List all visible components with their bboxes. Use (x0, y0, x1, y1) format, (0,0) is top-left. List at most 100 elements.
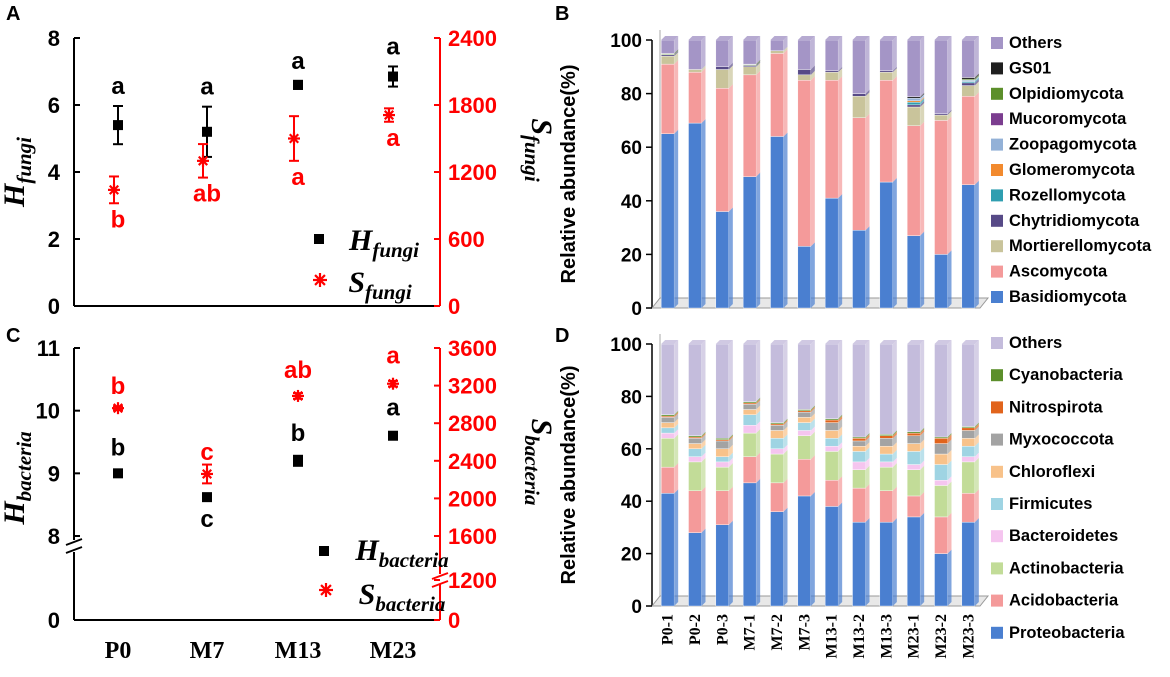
panel-b-bar-side (838, 36, 843, 71)
panel-b-bar-side (810, 65, 815, 75)
panel-d-bar-segment (852, 521, 866, 607)
panel-b-bar-side (756, 61, 761, 67)
panel-d-bar-segment (906, 516, 921, 607)
panel-c-s-letter: c (200, 439, 213, 466)
panel-d-bar-segment (934, 343, 948, 438)
panel-b-bar-segment (934, 120, 948, 255)
panel-b-bar-top (770, 36, 788, 40)
panel-a-left-tick-label: 2 (48, 227, 60, 252)
panel-d-x-category: M13-2 (851, 614, 868, 658)
panel-d-bar-segment (660, 438, 675, 468)
panel-b-bar-segment (660, 54, 675, 57)
panel-c-left-axis-label: Hbacteria (0, 431, 36, 525)
panel-b-bar-side (701, 119, 706, 308)
panel-d-bar-side (756, 410, 761, 426)
panel-d-x-category: M23-1 (906, 614, 923, 658)
panel-d-bar-segment (715, 461, 730, 468)
panel-d-bar-side (838, 415, 843, 423)
panel-a-s-letter: ab (193, 181, 221, 208)
panel-d-bar-side (865, 465, 870, 489)
panel-b-bar-side (974, 36, 979, 78)
panel-b-bar-side (756, 60, 761, 65)
panel-d-tick-label: 0 (631, 597, 642, 618)
panel-b-bar-segment (906, 101, 921, 106)
panel-c-s-point (292, 389, 304, 402)
panel-d-legend-label: Bacteroidetes (1009, 527, 1118, 545)
panel-b-bar-side (810, 242, 815, 308)
panel-b-bar-segment (961, 85, 976, 97)
panel-d-bar-segment (742, 482, 757, 607)
panel-a-s-point-stroke (288, 133, 300, 144)
panel-b-bar-segment (961, 96, 976, 185)
panel-d-bar-side (728, 486, 733, 525)
panel-b-legend-swatch (991, 189, 1003, 202)
panel-c-s-letter: b (111, 373, 126, 400)
panel-d-bar-side (783, 478, 788, 512)
panel-b-bar-segment (906, 100, 921, 103)
panel-d-bar-segment (906, 435, 921, 444)
panel-d-bar-segment (660, 432, 675, 439)
panel-b-bar-side (974, 92, 979, 185)
panel-d-bar-segment (824, 430, 839, 439)
panel-d-bar-side (865, 340, 870, 438)
panel-a-s-letter: b (111, 206, 126, 233)
panel-d-bar-segment (934, 553, 948, 607)
panel-a-s-point (108, 183, 120, 196)
panel-d-bar-side (810, 418, 815, 431)
panel-d-bar-segment (906, 469, 921, 497)
panel-d-bar-segment (660, 427, 675, 434)
panel-d-bar-segment (824, 451, 839, 481)
panel-d-bar-side (920, 431, 925, 444)
panel-d-bar-side (756, 405, 761, 415)
panel-d-bar-segment (715, 448, 730, 457)
panel-c-h-point (113, 468, 123, 479)
panel-b-bar-segment (906, 97, 921, 102)
panel-d-bar-segment (660, 417, 675, 423)
panel-d-bar-side (810, 431, 815, 460)
panel-d-bar-segment (660, 466, 675, 494)
panel-b-bar-segment (852, 117, 866, 231)
panel-d-bar-segment (852, 487, 866, 523)
panel-b-bar-side (756, 62, 761, 75)
panel-d-bar-side (728, 452, 733, 462)
panel-b-bar-side (838, 194, 843, 308)
panel-a-right-axis-label-text: Sfungi (520, 118, 558, 182)
panel-b-bar-top (934, 36, 952, 40)
panel-d-bar-side (756, 421, 761, 434)
panel-d-bar-top (743, 340, 761, 344)
panel-d-bar-segment (852, 469, 866, 489)
panel-b-bar-segment (852, 39, 866, 94)
panel-b-y-axis-label: Relative abundance(%) (558, 65, 580, 284)
panel-b-bar-top (715, 36, 733, 40)
panel-d-bar-side (701, 340, 706, 436)
panel-c-right-tick-label: 1200 (448, 568, 497, 593)
panel-d-bar-side (974, 442, 979, 457)
panel-b-legend-label: Glomeromycota (1009, 161, 1135, 179)
panel-d-bar-segment (770, 453, 784, 484)
panel-d-bar-side (838, 476, 843, 507)
panel-b-bar-side (783, 46, 788, 54)
panel-d-bar-segment (824, 506, 839, 607)
panel-b-bar-side (974, 78, 979, 86)
panel-b-bar-side (892, 66, 897, 73)
panel-b-bar-top (661, 36, 679, 40)
panel-d-bar-segment (742, 414, 757, 426)
panel-a-s-point-stroke (108, 184, 120, 195)
panel-d-bar-side (674, 340, 679, 415)
panel-d-bar-side (783, 434, 788, 449)
panel-d-bar-segment (770, 438, 784, 450)
panel-c-h-point (388, 430, 398, 441)
panel-d-bar-segment (961, 430, 976, 439)
panel-b-bar-segment (660, 133, 675, 309)
panel-d-bar-segment (688, 343, 702, 436)
panel-c-s-point (112, 402, 124, 415)
panel-d-bar-side (974, 457, 979, 494)
panel-b-tick-label: 100 (610, 31, 642, 52)
panel-b-bar-side (756, 60, 761, 66)
panel-d-tick-label: 20 (621, 545, 642, 566)
panel-d-bar-side (838, 414, 843, 420)
panel-c-right-tick-label: 2000 (448, 486, 497, 511)
panel-d-bar-side (756, 429, 761, 457)
panel-d-bar-side (701, 433, 706, 439)
panel-b-legend-label: Basidiomycota (1009, 288, 1127, 306)
